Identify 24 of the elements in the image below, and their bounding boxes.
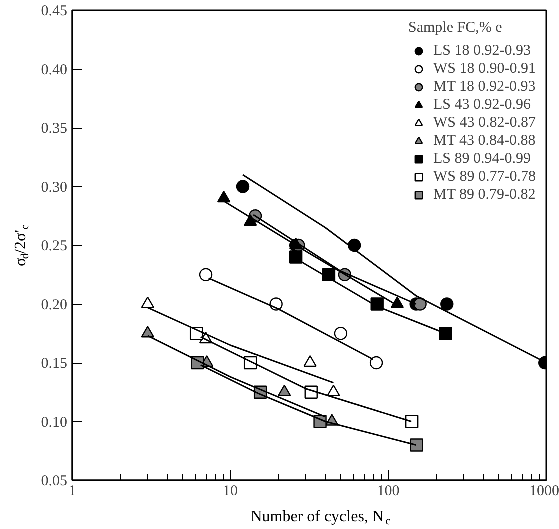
y-tick-label: 0.25 (41, 238, 68, 254)
y-tick-label: 0.10 (41, 414, 68, 431)
y-tick-label: 0.20 (41, 297, 68, 314)
legend-label: MT 89 0.79-0.82 (434, 186, 536, 204)
legend-label: LS 43 0.92-0.96 (434, 96, 531, 114)
y-axis-title: σd/2σ'c (12, 224, 32, 266)
legend-label: LS 89 0.94-0.99 (434, 150, 531, 168)
y-tick-label: 0.35 (41, 121, 68, 137)
y-tick-label: 0.40 (41, 62, 68, 78)
x-tick-label: 100 (377, 484, 400, 500)
y-tick-label: 0.45 (41, 4, 68, 20)
legend-label: LS 18 0.92-0.93 (434, 42, 531, 60)
y-tick-label: 0.15 (41, 356, 68, 372)
legend-label: WS 89 0.77-0.78 (434, 168, 536, 186)
legend-title: Sample FC,% e (408, 20, 504, 37)
y-tick-label: 0.05 (41, 474, 68, 490)
legend-label: MT 18 0.92-0.93 (434, 78, 536, 96)
x-tick-label: 1 (68, 484, 76, 500)
legend-label: WS 18 0.90-0.91 (434, 60, 536, 78)
y-tick-label: 0.30 (41, 180, 68, 196)
x-tick-label: 1000 (530, 484, 559, 500)
legend-label: MT 43 0.84-0.88 (434, 132, 536, 150)
x-tick-label: 10 (223, 484, 238, 500)
legend-label: WS 43 0.82-0.87 (434, 114, 536, 132)
